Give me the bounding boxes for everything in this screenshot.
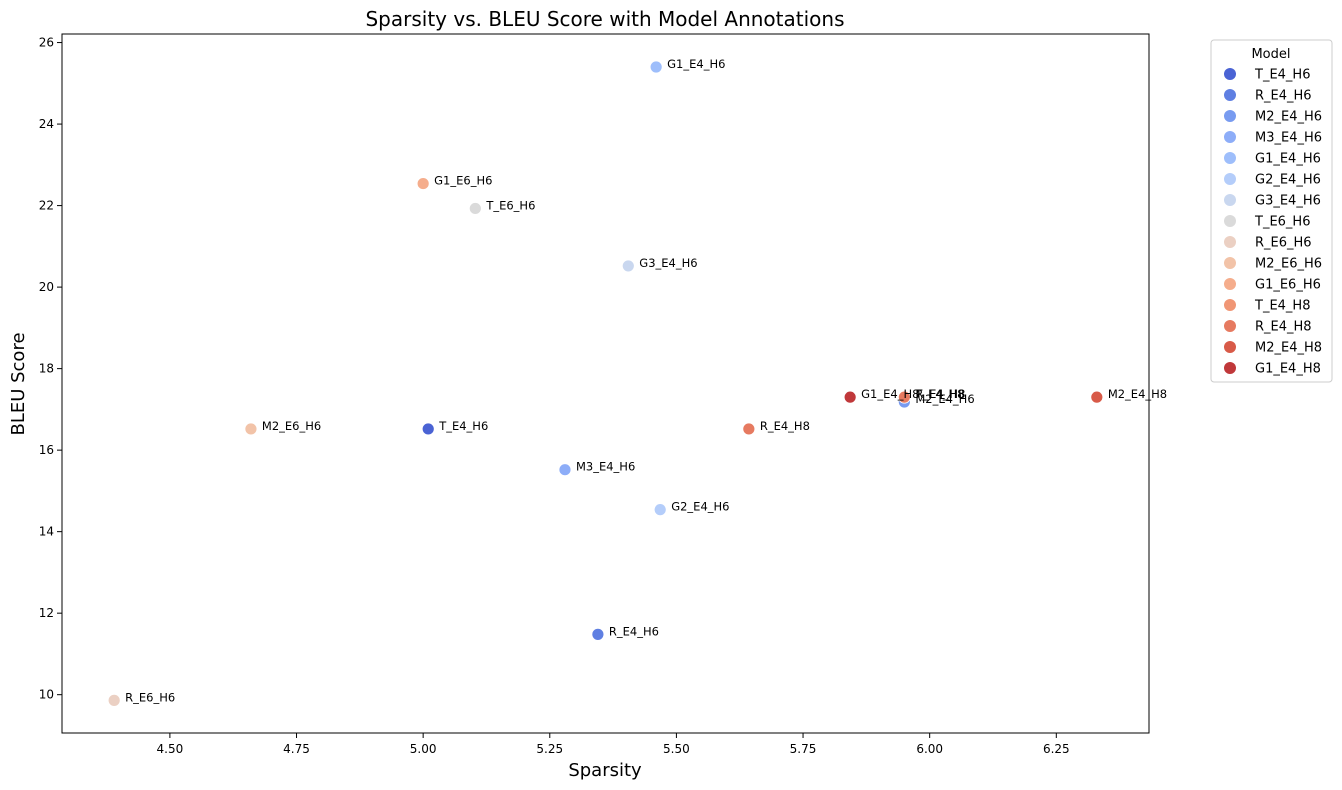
legend-marker bbox=[1224, 110, 1236, 122]
point-annotation: G1_E6_H6 bbox=[434, 174, 492, 188]
legend-entry-label: T_E4_H6 bbox=[1254, 68, 1310, 83]
point-annotation: R_E4_H8 bbox=[915, 387, 965, 401]
points-layer bbox=[107, 60, 1104, 707]
y-axis-ticks: 10 12 14 16 18 20 22 24 26 bbox=[39, 36, 62, 702]
point-labels-layer: T_E4_H6 R_E4_H6 M2_E4_H6 M3_E4_H6 G1_E4_H6 G2… bbox=[125, 57, 1167, 704]
point-annotation: R_E4_H6 bbox=[609, 624, 659, 638]
legend-marker bbox=[1224, 173, 1236, 185]
y-tick-label: 16 bbox=[39, 443, 54, 457]
legend-marker bbox=[1224, 257, 1236, 269]
data-point-r-e6-h6 bbox=[107, 693, 121, 707]
legend-marker bbox=[1224, 362, 1236, 374]
point-annotation: R_E4_H8 bbox=[760, 419, 810, 433]
legend-marker bbox=[1224, 278, 1236, 290]
legend-entry-label: R_E4_H8 bbox=[1255, 320, 1312, 335]
data-point-g3-e4-h6 bbox=[621, 259, 635, 273]
data-point-t-e4-h6 bbox=[421, 422, 435, 436]
point-annotation: M2_E4_H6 bbox=[915, 392, 974, 406]
legend-marker bbox=[1224, 131, 1236, 143]
point-annotation: T_E4_H8 bbox=[914, 387, 964, 401]
x-tick-label: 4.75 bbox=[283, 742, 310, 756]
legend-marker bbox=[1224, 68, 1236, 80]
legend-items: T_E4_H6 R_E4_H6 M2_E4_H6 M3_E4_H6 G1_E4_H6 G2… bbox=[1224, 68, 1322, 377]
point-annotation: R_E6_H6 bbox=[125, 690, 175, 704]
legend-entry-label: G1_E6_H6 bbox=[1255, 278, 1321, 293]
y-axis-label: BLEU Score bbox=[8, 332, 29, 435]
legend-entry-label: M2_E6_H6 bbox=[1255, 257, 1322, 272]
legend: Model T_E4_H6 R_E4_H6 M2_E4_H6 M3_E4_H6 G1_E… bbox=[1210, 39, 1333, 383]
point-annotation: G2_E4_H6 bbox=[671, 500, 729, 514]
legend-entry-label: M3_E4_H6 bbox=[1255, 131, 1322, 146]
data-point-m3-e4-h6 bbox=[558, 463, 572, 477]
legend-marker bbox=[1224, 299, 1236, 311]
data-point-g2-e4-h6 bbox=[653, 503, 667, 517]
point-annotation: M2_E6_H6 bbox=[262, 419, 321, 433]
legend-title: Model bbox=[1251, 47, 1290, 62]
chart-title: Sparsity vs. BLEU Score with Model Annot… bbox=[365, 7, 844, 31]
y-tick-label: 26 bbox=[39, 36, 54, 50]
legend-marker bbox=[1224, 320, 1236, 332]
legend-frame bbox=[1210, 39, 1333, 383]
legend-entry-label: T_E4_H8 bbox=[1254, 299, 1310, 314]
data-point-g1-e4-h8 bbox=[843, 390, 857, 404]
y-tick-label: 14 bbox=[39, 525, 54, 539]
legend-marker bbox=[1224, 152, 1236, 164]
y-tick-label: 20 bbox=[39, 280, 54, 294]
legend-marker bbox=[1224, 194, 1236, 206]
x-axis-label: Sparsity bbox=[568, 760, 642, 781]
data-point-m2-e6-h6 bbox=[244, 422, 258, 436]
point-annotation: M3_E4_H6 bbox=[576, 460, 635, 474]
legend-entry-label: T_E6_H6 bbox=[1254, 215, 1310, 230]
legend-entry-label: G2_E4_H6 bbox=[1255, 173, 1321, 188]
y-tick-label: 18 bbox=[39, 362, 54, 376]
data-point-g1-e6-h6 bbox=[416, 177, 430, 190]
legend-marker bbox=[1224, 89, 1236, 101]
point-annotation: G1_E4_H8 bbox=[861, 387, 919, 401]
x-tick-label: 5.75 bbox=[790, 742, 817, 756]
x-tick-label: 6.25 bbox=[1043, 742, 1070, 756]
x-tick-label: 4.50 bbox=[157, 742, 184, 756]
legend-marker bbox=[1224, 236, 1236, 248]
y-tick-label: 22 bbox=[39, 199, 54, 213]
x-tick-label: 6.00 bbox=[916, 742, 943, 756]
x-tick-label: 5.25 bbox=[536, 742, 563, 756]
legend-entry-label: G1_E4_H6 bbox=[1255, 152, 1321, 167]
legend-marker bbox=[1224, 215, 1236, 227]
x-tick-label: 5.00 bbox=[410, 742, 437, 756]
plot-frame bbox=[61, 33, 1150, 734]
point-annotation: G1_E4_H6 bbox=[667, 57, 725, 71]
legend-marker bbox=[1224, 341, 1236, 353]
point-annotation: M2_E4_H8 bbox=[1108, 387, 1167, 401]
y-tick-label: 10 bbox=[39, 688, 54, 702]
point-annotation: G3_E4_H6 bbox=[639, 256, 697, 270]
data-point-t-e6-h6 bbox=[468, 202, 482, 215]
legend-entry-label: M2_E4_H6 bbox=[1255, 110, 1322, 125]
legend-entry-label: R_E6_H6 bbox=[1255, 236, 1312, 251]
x-tick-label: 5.50 bbox=[663, 742, 690, 756]
legend-entry-label: G1_E4_H8 bbox=[1255, 362, 1321, 377]
data-point-g1-e4-h6 bbox=[649, 60, 663, 74]
data-point-r-e4-h6 bbox=[591, 627, 605, 641]
data-point-r-e4-h8 bbox=[897, 390, 911, 404]
point-annotation: T_E6_H6 bbox=[485, 198, 535, 212]
legend-entry-label: R_E4_H6 bbox=[1255, 89, 1312, 104]
legend-entry-label: G3_E4_H6 bbox=[1255, 194, 1321, 209]
x-axis-ticks: 4.50 4.75 5.00 5.25 5.50 5.75 6.00 6.25 bbox=[157, 733, 1070, 756]
data-point-m2-e4-h8 bbox=[1090, 390, 1104, 404]
legend-entry-label: M2_E4_H8 bbox=[1255, 341, 1322, 356]
y-tick-label: 24 bbox=[39, 117, 54, 131]
y-tick-label: 12 bbox=[39, 606, 54, 620]
point-annotation: T_E4_H6 bbox=[438, 419, 488, 433]
data-point-r-e4-h8 bbox=[742, 422, 756, 436]
